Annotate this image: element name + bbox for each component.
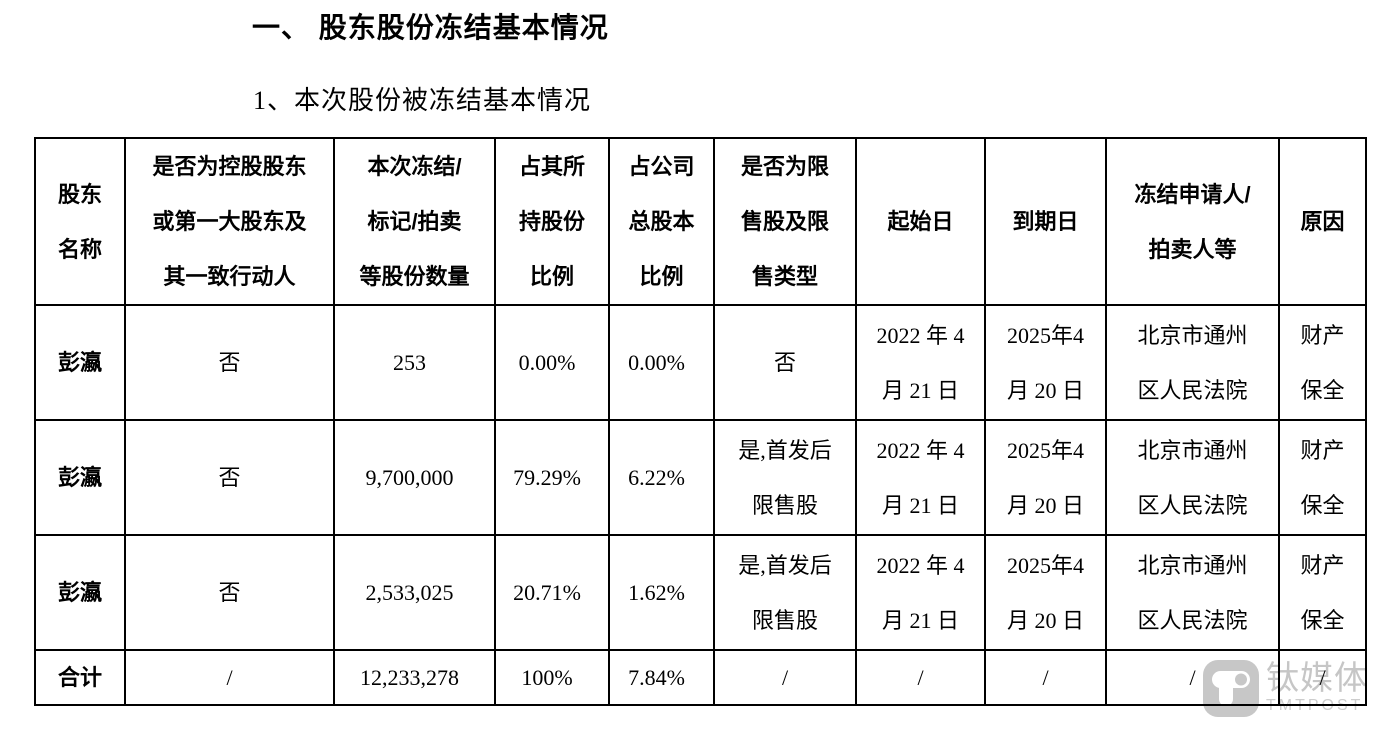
cell-restricted-type: / xyxy=(713,649,857,706)
cell-applicant: 北京市通州 区人民法院 xyxy=(1105,419,1280,536)
cell-shareholder-name: 彭瀛 xyxy=(34,304,126,421)
header-cell-shareholder-name: 股东 名称 xyxy=(34,137,126,306)
cell-frozen-quantity: 253 xyxy=(333,304,496,421)
cell-pct-holding: 20.71% xyxy=(494,534,610,651)
cell-start-date: / xyxy=(855,649,986,706)
cell-restricted-type: 否 xyxy=(713,304,857,421)
total-row: 合计 / 12,233,278 100% 7.84% / / / / / xyxy=(34,649,1367,706)
cell-pct-total: 0.00% xyxy=(608,304,715,421)
header-cell-end-date: 到期日 xyxy=(984,137,1107,306)
header-cell-pct-total: 占公司 总股本 比例 xyxy=(608,137,715,306)
cell-restricted-type: 是,首发后 限售股 xyxy=(713,419,857,536)
sub-heading: 1、本次股份被冻结基本情况 xyxy=(253,86,592,115)
cell-restricted-type: 是,首发后 限售股 xyxy=(713,534,857,651)
table-row: 彭瀛 否 9,700,000 79.29% 6.22% 是,首发后 限售股 20… xyxy=(34,419,1367,536)
header-cell-controlling: 是否为控股股东 或第一大股东及 其一致行动人 xyxy=(124,137,335,306)
cell-end-date: / xyxy=(984,649,1107,706)
cell-frozen-quantity: 2,533,025 xyxy=(333,534,496,651)
cell-pct-total: 7.84% xyxy=(608,649,715,706)
cell-start-date: 2022 年 4 月 21 日 xyxy=(855,304,986,421)
cell-reason: 财产 保全 xyxy=(1278,304,1367,421)
cell-applicant: / xyxy=(1105,649,1280,706)
cell-reason: 财产 保全 xyxy=(1278,419,1367,536)
cell-start-date: 2022 年 4 月 21 日 xyxy=(855,534,986,651)
cell-shareholder-name: 彭瀛 xyxy=(34,419,126,536)
cell-pct-holding: 79.29% xyxy=(494,419,610,536)
table-row: 彭瀛 否 253 0.00% 0.00% 否 2022 年 4 月 21 日 2… xyxy=(34,304,1367,421)
cell-controlling: 否 xyxy=(124,534,335,651)
cell-shareholder-name: 彭瀛 xyxy=(34,534,126,651)
section-heading: 一、 股东股份冻结基本情况 xyxy=(252,12,609,43)
cell-end-date: 2025年4 月 20 日 xyxy=(984,534,1107,651)
cell-controlling: 否 xyxy=(124,304,335,421)
header-cell-pct-holding: 占其所 持股份 比例 xyxy=(494,137,610,306)
cell-total-label: 合计 xyxy=(34,649,126,706)
cell-reason: 财产 保全 xyxy=(1278,534,1367,651)
share-freeze-table: 股东 名称 是否为控股股东 或第一大股东及 其一致行动人 本次冻结/ 标记/拍卖… xyxy=(34,137,1367,706)
cell-pct-holding: 100% xyxy=(494,649,610,706)
cell-pct-holding: 0.00% xyxy=(494,304,610,421)
cell-pct-total: 1.62% xyxy=(608,534,715,651)
cell-pct-total: 6.22% xyxy=(608,419,715,536)
table-row: 彭瀛 否 2,533,025 20.71% 1.62% 是,首发后 限售股 20… xyxy=(34,534,1367,651)
header-cell-frozen-quantity: 本次冻结/ 标记/拍卖 等股份数量 xyxy=(333,137,496,306)
cell-applicant: 北京市通州 区人民法院 xyxy=(1105,304,1280,421)
cell-applicant: 北京市通州 区人民法院 xyxy=(1105,534,1280,651)
cell-controlling: 否 xyxy=(124,419,335,536)
header-cell-reason: 原因 xyxy=(1278,137,1367,306)
cell-frozen-quantity: 9,700,000 xyxy=(333,419,496,536)
cell-controlling: / xyxy=(124,649,335,706)
cell-end-date: 2025年4 月 20 日 xyxy=(984,304,1107,421)
header-row: 股东 名称 是否为控股股东 或第一大股东及 其一致行动人 本次冻结/ 标记/拍卖… xyxy=(34,137,1367,306)
cell-start-date: 2022 年 4 月 21 日 xyxy=(855,419,986,536)
header-cell-applicant: 冻结申请人/ 拍卖人等 xyxy=(1105,137,1280,306)
header-cell-restricted-type: 是否为限 售股及限 售类型 xyxy=(713,137,857,306)
cell-end-date: 2025年4 月 20 日 xyxy=(984,419,1107,536)
cell-frozen-quantity: 12,233,278 xyxy=(333,649,496,706)
cell-reason: / xyxy=(1278,649,1367,706)
header-cell-start-date: 起始日 xyxy=(855,137,986,306)
